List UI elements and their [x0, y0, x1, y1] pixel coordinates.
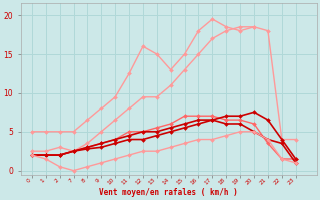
X-axis label: Vent moyen/en rafales ( km/h ): Vent moyen/en rafales ( km/h ): [99, 188, 238, 197]
